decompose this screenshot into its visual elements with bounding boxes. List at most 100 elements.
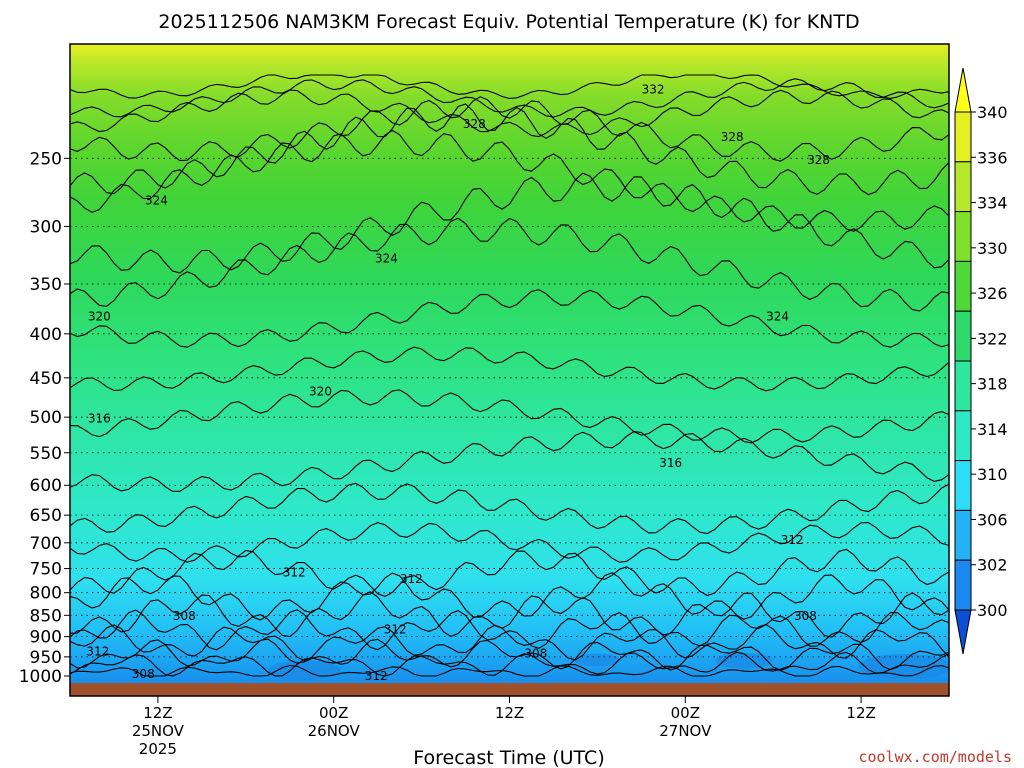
- colorbar-label: 314: [977, 420, 1008, 439]
- contour-line: [70, 78, 949, 118]
- contour-line: [70, 103, 949, 196]
- contour-line: [70, 289, 949, 348]
- low-theta-pocket: [858, 653, 949, 680]
- contour-label: 312: [400, 572, 423, 586]
- y-tick-label: 1000: [19, 667, 62, 687]
- contour-labels: 332 328 328 328 324 324 324 320 320 316 316 312 312 3…: [86, 83, 830, 683]
- colorbar-label: 300: [977, 601, 1008, 620]
- contour-line: [70, 129, 949, 232]
- contour-label: 324: [145, 194, 168, 208]
- y-tick-label: 550: [30, 444, 62, 464]
- contour-line: [70, 609, 949, 651]
- y-tick-label: 600: [30, 476, 62, 496]
- y-axis: 2503003504004505005506006507007508008509…: [19, 149, 70, 687]
- colorbar-segment: [954, 559, 972, 611]
- colorbar-segment: [954, 360, 972, 412]
- y-tick-label: 350: [30, 275, 62, 295]
- contour-label: 324: [766, 310, 789, 324]
- colorbar-label: 334: [977, 194, 1008, 213]
- contour-label: 316: [88, 412, 111, 426]
- contour-label: 312: [365, 669, 388, 683]
- colorbar-bottom-arrow: [954, 609, 972, 655]
- contour-label: 316: [659, 456, 682, 470]
- plot-area: 332 328 328 328 324 324 324 320 320 316 316 312 312 3…: [70, 44, 949, 696]
- contour-line: [70, 346, 949, 392]
- contour-line: [70, 572, 949, 621]
- terrain-strip: [70, 683, 949, 696]
- colorbar: 340 336 334 330 326 322 318 314 310 306 302 300: [954, 67, 1008, 655]
- contour-line: [70, 389, 949, 444]
- colorbar-label: 302: [977, 556, 1008, 575]
- colorbar-label: 340: [977, 103, 1008, 122]
- contour-label: 308: [794, 609, 817, 623]
- contour-line: [70, 623, 949, 662]
- x-tick-label: 00Z: [319, 704, 348, 722]
- contour-line: [70, 430, 949, 492]
- contour-line: [70, 638, 949, 671]
- colorbar-segment: [954, 410, 972, 462]
- y-tick-label: 850: [30, 606, 62, 626]
- contour-line: [70, 548, 949, 598]
- y-tick-label: 700: [30, 534, 62, 554]
- contour-label: 312: [384, 623, 407, 637]
- colorbar-segment: [954, 509, 972, 561]
- contour-label: 332: [642, 83, 665, 97]
- contour-label: 328: [721, 130, 744, 144]
- x-tick-year: 2025: [139, 740, 177, 758]
- colorbar-segment: [954, 211, 972, 262]
- x-tick-date: 26NOV: [308, 722, 361, 740]
- theta-e-field: [70, 44, 949, 696]
- contour-label: 328: [807, 153, 830, 167]
- y-tick-label: 500: [30, 408, 62, 428]
- contour-line: [70, 74, 949, 99]
- contour-label: 320: [88, 310, 111, 324]
- colorbar-segment: [954, 460, 972, 511]
- contour-label: 308: [173, 609, 196, 623]
- y-tick-label: 750: [30, 560, 62, 580]
- colorbar-segment: [954, 260, 972, 312]
- colorbar-segment: [954, 111, 972, 163]
- y-tick-label: 800: [30, 584, 62, 604]
- y-tick-label: 300: [30, 217, 62, 237]
- contour-lines: [70, 74, 949, 677]
- x-tick-label: 00Z: [671, 704, 700, 722]
- contour-label: 320: [309, 385, 332, 399]
- y-tick-label: 450: [30, 369, 62, 389]
- colorbar-top-arrow: [954, 67, 972, 113]
- colorbar-segment: [954, 310, 972, 362]
- colorbar-label: 306: [977, 510, 1008, 529]
- contour-line: [70, 96, 949, 162]
- gridlines: [70, 157, 949, 658]
- contour-line: [70, 591, 949, 638]
- x-axis-label: Forecast Time (UTC): [413, 747, 604, 768]
- x-tick-label: 12Z: [495, 704, 524, 722]
- low-theta-pocket: [268, 660, 341, 681]
- x-tick-label: 12Z: [143, 704, 172, 722]
- colorbar-label: 318: [977, 375, 1008, 394]
- y-tick-label: 400: [30, 325, 62, 345]
- contour-line: [70, 664, 949, 677]
- x-tick-date: 27NOV: [659, 722, 712, 740]
- contour-line: [70, 522, 949, 563]
- colorbar-label: 310: [977, 465, 1008, 484]
- chart-title: 2025112506 NAM3KM Forecast Equiv. Potent…: [158, 11, 859, 33]
- contour-line: [70, 172, 949, 274]
- colorbar-label: 326: [977, 284, 1008, 303]
- colorbar-label: 336: [977, 148, 1008, 167]
- colorbar-label: 330: [977, 239, 1008, 258]
- y-tick-label: 950: [30, 648, 62, 668]
- contour-label: 328: [463, 117, 486, 131]
- contour-label: 324: [375, 252, 398, 266]
- contour-line: [70, 651, 949, 677]
- credit-text: coolwx.com/models: [858, 748, 1012, 766]
- colorbar-segment: [954, 161, 972, 213]
- contour-label: 312: [781, 533, 804, 547]
- x-tick-label: 12Z: [846, 704, 875, 722]
- y-tick-label: 250: [30, 149, 62, 169]
- contour-line: [70, 89, 949, 138]
- colorbar-label: 322: [977, 329, 1008, 348]
- y-tick-label: 900: [30, 628, 62, 648]
- contour-line: [70, 217, 949, 312]
